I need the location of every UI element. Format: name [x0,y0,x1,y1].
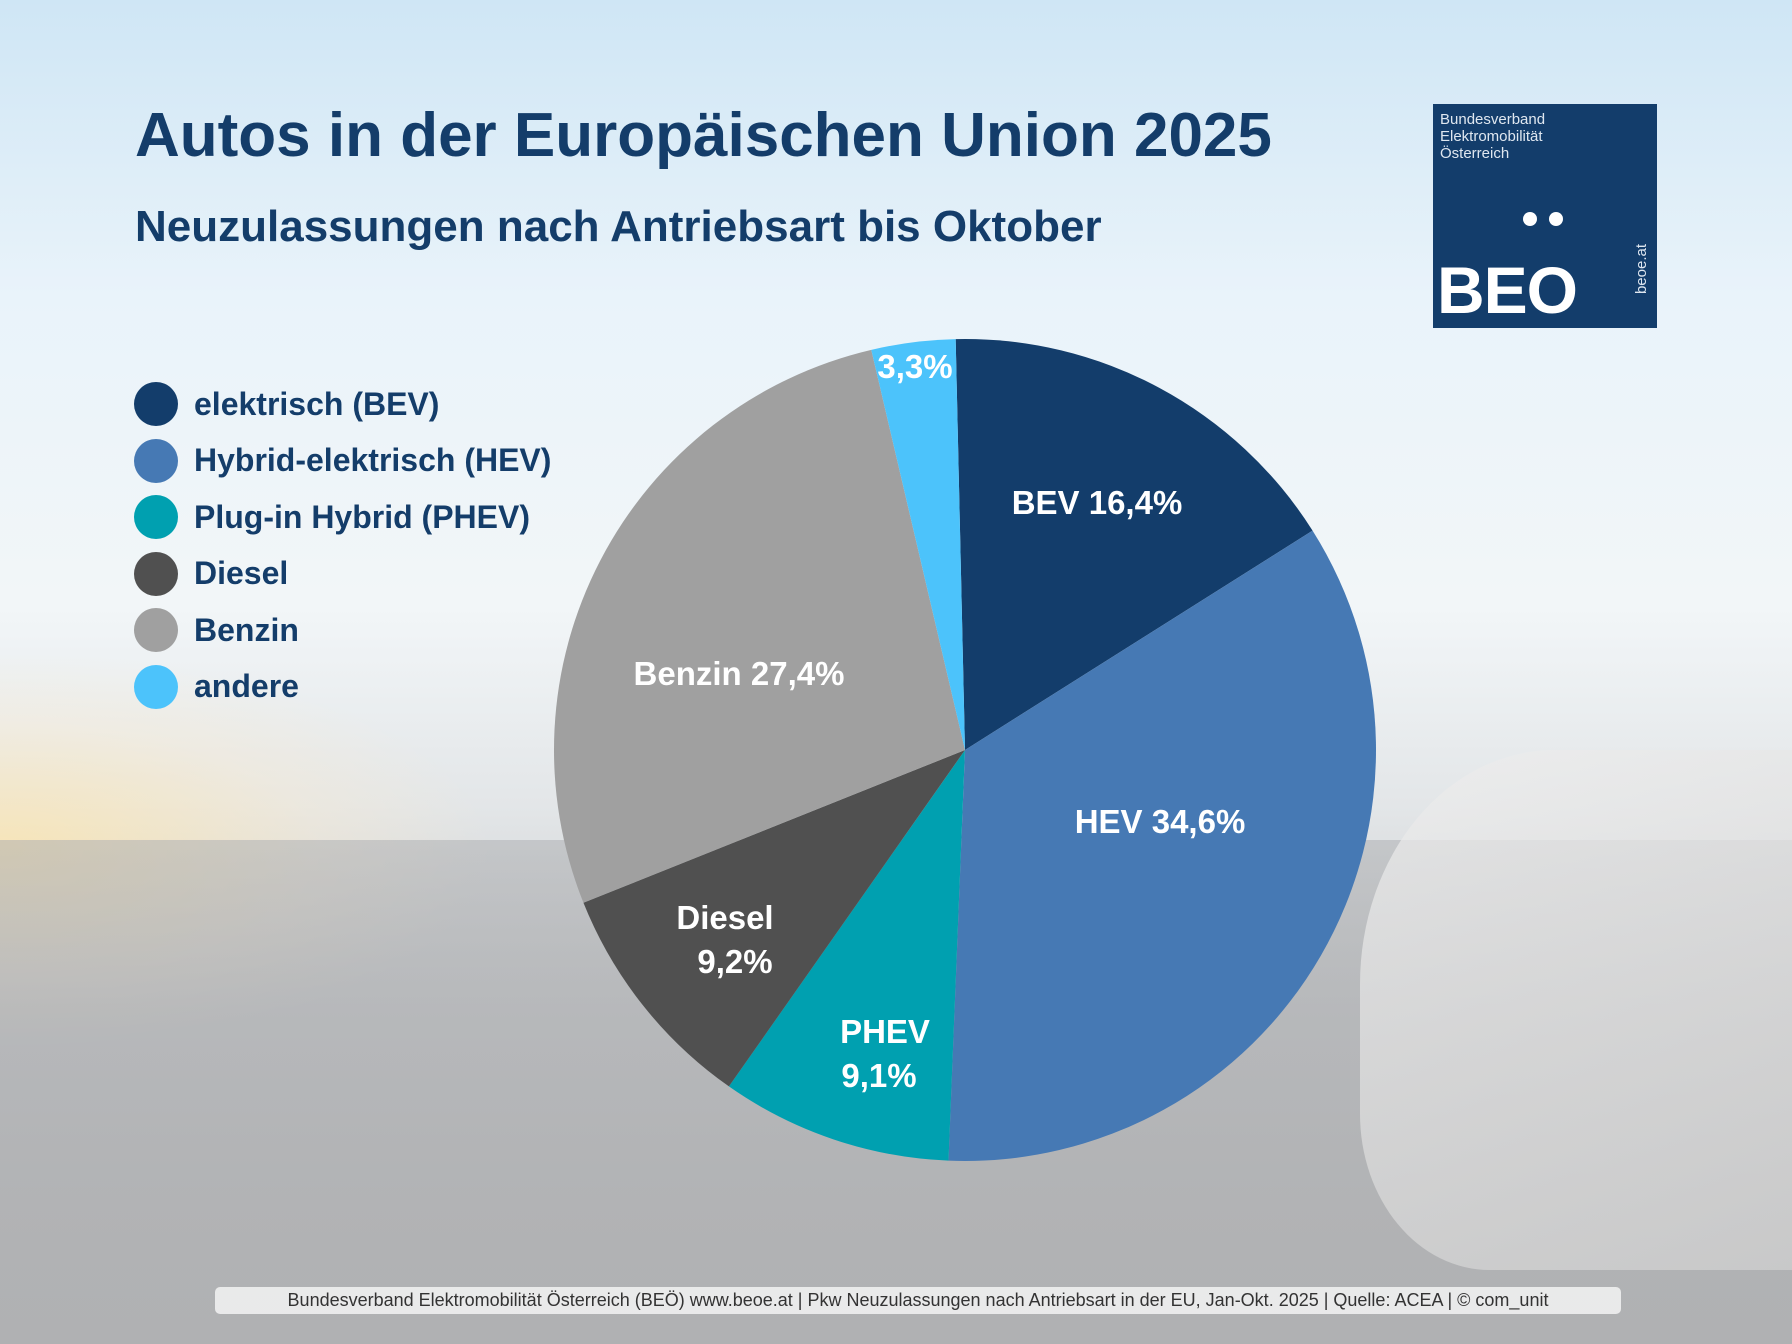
data-label-andere: 3,3% [877,348,952,385]
logo-brand: BEO [1437,253,1578,327]
legend-item-benzin: Benzin [134,602,551,659]
footer-source: Bundesverband Elektromobilität Österreic… [215,1287,1621,1314]
data-label-phev: PHEV [840,1013,930,1050]
beo-logo: Bundesverband Elektromobilität Österreic… [1433,104,1657,328]
data-label-diesel: Diesel [676,899,773,936]
legend-item-diesel: Diesel [134,546,551,603]
legend-item-bev: elektrisch (BEV) [134,376,551,433]
logo-line: Elektromobilität [1440,128,1543,145]
legend-item-andere: andere [134,659,551,716]
legend-swatch [134,438,178,483]
pie-slice-phev [728,750,965,1161]
pie-slice-hev [948,530,1376,1162]
legend-item-hev: Hybrid-elektrisch (HEV) [134,433,551,490]
logo-dot [1549,212,1563,226]
pie-slice-bev [955,339,1313,750]
pie-slice-diesel [583,750,965,1087]
data-label-diesel: 9,2% [697,943,772,980]
legend-label: andere [194,668,299,705]
chart-subtitle: Neuzulassungen nach Antriebsart bis Okto… [135,202,1102,251]
chart-title: Autos in der Europäischen Union 2025 [135,101,1272,170]
legend-label: Diesel [194,555,289,592]
data-label-phev: 9,1% [841,1057,916,1094]
legend-swatch [134,608,178,653]
data-label-hev: HEV 34,6% [1075,803,1246,840]
legend-item-phev: Plug-in Hybrid (PHEV) [134,489,551,546]
background-car [1360,750,1792,1270]
legend: elektrisch (BEV) Hybrid-elektrisch (HEV)… [134,376,551,715]
pie-slice-benzin [553,349,965,903]
logo-dot [1523,212,1537,226]
legend-label: Plug-in Hybrid (PHEV) [194,498,530,535]
data-label-bev: BEV 16,4% [1012,484,1183,521]
logo-line: Österreich [1440,145,1510,162]
legend-label: Hybrid-elektrisch (HEV) [194,442,552,479]
logo-org-name: Bundesverband Elektromobilität Österreic… [1440,111,1545,162]
logo-line: Bundesverband [1440,111,1546,128]
legend-swatch [134,664,178,709]
pie-slice-andere [871,339,965,750]
data-label-benzin: Benzin 27,4% [634,655,845,692]
legend-swatch [134,495,178,540]
legend-label: Benzin [194,611,299,648]
legend-swatch [134,551,178,596]
legend-swatch [134,382,178,427]
legend-label: elektrisch (BEV) [194,385,440,422]
